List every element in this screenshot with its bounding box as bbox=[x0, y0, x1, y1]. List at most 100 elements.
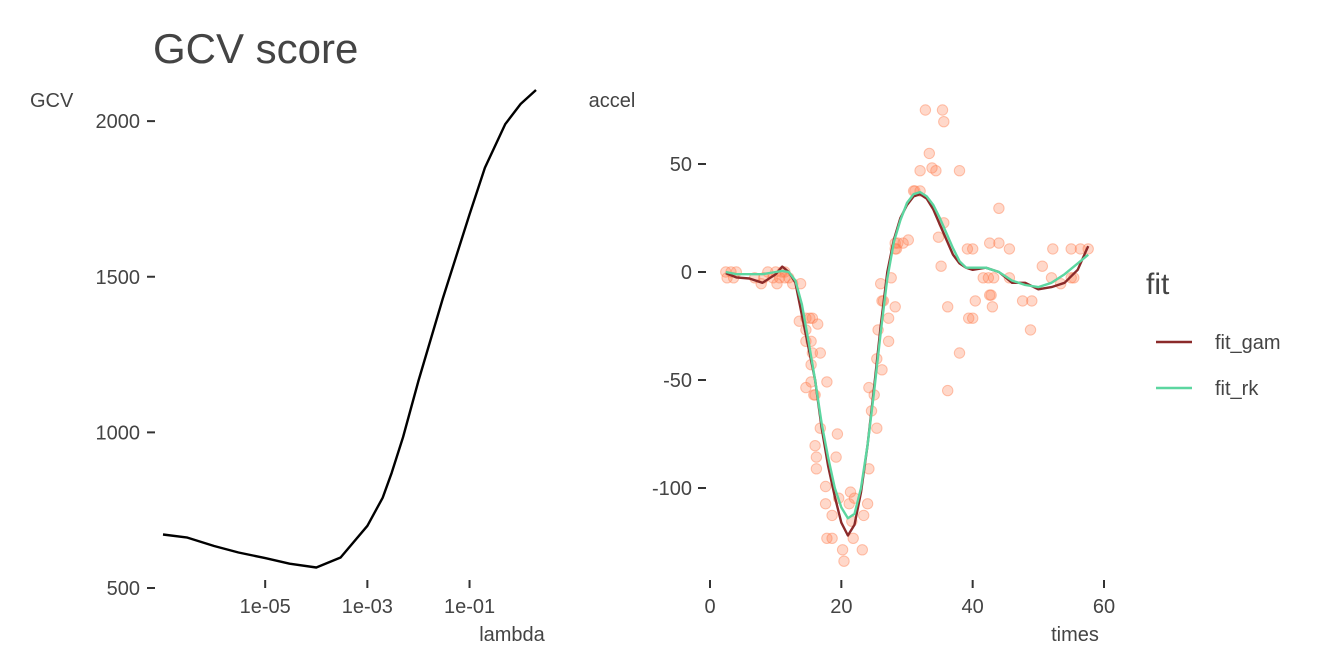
accel-data-point bbox=[819, 498, 832, 510]
gcv-plot-area bbox=[162, 89, 537, 569]
gcv-y-tick-label: 2000 bbox=[96, 111, 141, 133]
accel-data-point bbox=[819, 480, 832, 493]
accel-data-point bbox=[809, 440, 821, 452]
accel-data-point bbox=[942, 384, 954, 397]
accel-data-point bbox=[882, 312, 895, 324]
accel-data-point bbox=[932, 231, 945, 243]
accel-data-point bbox=[830, 451, 842, 463]
accel-data-point bbox=[897, 237, 909, 249]
accel-x-tick-label: 0 bbox=[704, 596, 715, 618]
accel-data-point bbox=[969, 295, 981, 307]
accel-data-point bbox=[953, 165, 966, 177]
gcv-y-axis: 500 1000 1500 2000 bbox=[96, 111, 155, 600]
accel-data-point bbox=[961, 243, 974, 255]
accel-data-point bbox=[936, 104, 949, 116]
accel-y-axis-title: accel bbox=[589, 90, 636, 112]
accel-data-point bbox=[831, 428, 844, 440]
accel-data-point bbox=[856, 544, 868, 556]
fit-line-fit-rk bbox=[725, 190, 1089, 520]
accel-data-point bbox=[826, 532, 838, 544]
accel-data-point bbox=[1074, 243, 1087, 255]
gcv-y-tick-label: 500 bbox=[107, 578, 140, 600]
accel-data-point bbox=[963, 312, 975, 324]
accel-y-axis: -100 -50 0 50 bbox=[652, 154, 706, 500]
gcv-y-axis-title: GCV bbox=[30, 90, 74, 112]
accel-data-point bbox=[821, 532, 833, 544]
accel-data-point bbox=[844, 486, 857, 498]
gcv-x-tick-label: 1e-01 bbox=[444, 596, 495, 618]
accel-y-tick-label: 50 bbox=[670, 154, 692, 176]
fit-legend: fit fit_gam fit_rk bbox=[1146, 268, 1281, 400]
accel-data-point bbox=[858, 509, 870, 522]
accel-data-point bbox=[1047, 243, 1059, 255]
accel-data-point bbox=[779, 272, 791, 284]
accel-points bbox=[720, 104, 1094, 567]
legend-title: fit bbox=[1146, 268, 1170, 301]
accel-data-point bbox=[821, 376, 833, 388]
accel-data-point bbox=[914, 165, 926, 177]
accel-data-point bbox=[773, 272, 786, 284]
accel-data-point bbox=[993, 237, 1005, 249]
accel-data-point bbox=[810, 451, 823, 463]
gcv-chart-title: GCV score bbox=[153, 25, 358, 72]
accel-data-point bbox=[982, 272, 995, 284]
accel-y-tick-label: -100 bbox=[652, 478, 692, 500]
accel-data-point bbox=[930, 165, 942, 177]
accel-data-point bbox=[876, 364, 888, 376]
accel-x-tick-label: 40 bbox=[962, 596, 984, 618]
accel-data-point bbox=[861, 498, 874, 510]
accel-data-point bbox=[800, 381, 812, 394]
gcv-curve bbox=[162, 89, 537, 569]
accel-data-point bbox=[984, 237, 996, 249]
accel-data-point bbox=[1065, 243, 1077, 255]
gcv-x-tick-label: 1e-03 bbox=[342, 596, 393, 618]
accel-data-point bbox=[984, 289, 996, 301]
accel-data-point bbox=[938, 116, 950, 128]
accel-data-point bbox=[988, 272, 1000, 284]
accel-data-point bbox=[953, 347, 966, 359]
accel-data-point bbox=[1024, 324, 1037, 336]
accel-data-point bbox=[993, 202, 1005, 215]
accel-y-tick-label: -50 bbox=[663, 370, 692, 392]
accel-y-tick-label: 0 bbox=[681, 262, 692, 284]
accel-data-point bbox=[1036, 260, 1049, 272]
accel-data-point bbox=[814, 347, 826, 359]
accel-data-point bbox=[967, 243, 979, 255]
gcv-x-axis-title: lambda bbox=[479, 624, 545, 646]
accel-data-point bbox=[771, 278, 783, 290]
accel-x-axis-title: times bbox=[1051, 624, 1099, 646]
accel-panel: accel times -100 -50 0 50 0 20 40 60 bbox=[589, 90, 1115, 646]
accel-data-point bbox=[935, 260, 947, 272]
accel-data-point bbox=[812, 318, 824, 330]
accel-data-point bbox=[810, 463, 823, 475]
accel-data-point bbox=[847, 532, 859, 544]
accel-x-tick-label: 20 bbox=[830, 596, 852, 618]
accel-data-point bbox=[919, 104, 932, 116]
accel-data-point bbox=[889, 301, 901, 313]
accel-data-point bbox=[977, 272, 989, 284]
accel-data-point bbox=[1026, 295, 1038, 307]
accel-data-point bbox=[836, 544, 849, 556]
legend-label-fit-rk: fit_rk bbox=[1215, 378, 1259, 400]
accel-data-point bbox=[986, 301, 999, 313]
accel-data-point bbox=[923, 147, 935, 160]
accel-data-point bbox=[902, 234, 914, 246]
accel-data-point bbox=[871, 422, 883, 434]
accel-x-axis: 0 20 40 60 bbox=[704, 580, 1115, 618]
accel-data-point bbox=[806, 312, 819, 324]
gcv-y-tick-label: 1500 bbox=[96, 267, 141, 289]
accel-data-point bbox=[838, 555, 850, 567]
accel-data-point bbox=[985, 289, 997, 301]
accel-data-point bbox=[843, 498, 855, 510]
accel-data-point bbox=[882, 335, 895, 347]
gcv-x-axis: 1e-05 1e-03 1e-01 bbox=[240, 580, 495, 618]
accel-x-tick-label: 60 bbox=[1093, 596, 1115, 618]
accel-fit-lines bbox=[725, 190, 1090, 537]
gcv-y-tick-label: 1000 bbox=[96, 422, 141, 444]
accel-data-point bbox=[942, 301, 954, 313]
legend-label-fit-gam: fit_gam bbox=[1215, 332, 1281, 354]
accel-data-point bbox=[826, 509, 838, 522]
accel-data-point bbox=[926, 162, 938, 174]
